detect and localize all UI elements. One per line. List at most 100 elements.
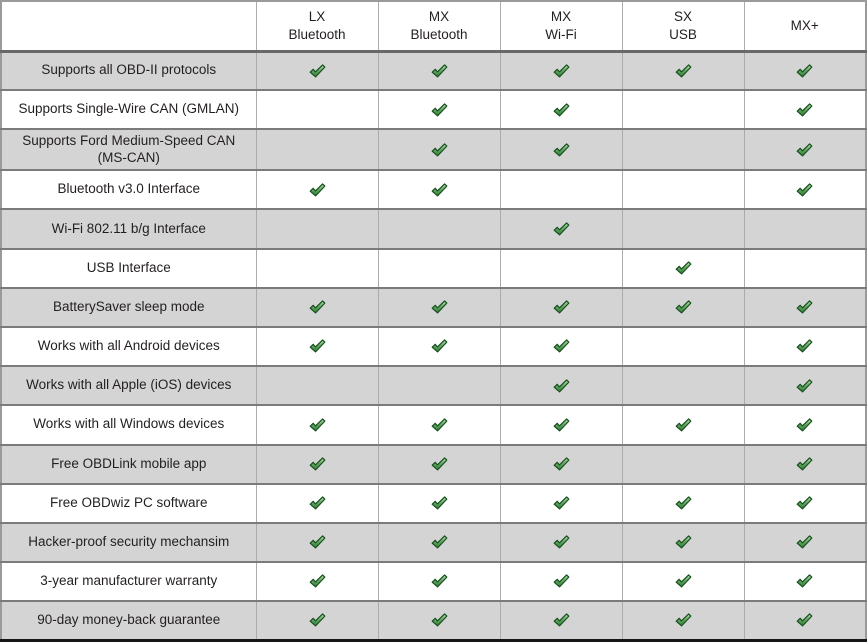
check-cell [377, 404, 500, 445]
check-cell [499, 365, 622, 406]
check-icon [796, 457, 813, 471]
check-icon [431, 457, 447, 471]
check-cell [499, 521, 622, 563]
feature-label: Supports Single-Wire CAN (GMLAN) [1, 89, 256, 130]
check-icon [309, 339, 325, 353]
check-cell [743, 561, 866, 602]
check-cell [377, 128, 500, 171]
product-name: MX+ [790, 17, 819, 33]
check-cell [377, 482, 500, 523]
product-subname: Bluetooth [288, 26, 346, 42]
table-row: Free OBDLink mobile app [1, 443, 866, 484]
check-cell [621, 404, 744, 445]
check-icon [431, 417, 447, 432]
empty-cell [255, 208, 378, 249]
product-name: SX [673, 8, 692, 24]
empty-cell [377, 247, 500, 288]
empty-cell [377, 365, 500, 406]
check-icon [553, 339, 569, 353]
table-row: Supports all OBD-II protocols [1, 51, 866, 91]
check-cell [621, 561, 744, 602]
empty-cell [743, 247, 866, 288]
table-row: 90-day money-back guarantee [1, 600, 866, 641]
check-cell [377, 521, 500, 563]
empty-cell [743, 208, 866, 249]
check-icon [796, 535, 813, 549]
product-header-lx-bluetooth: LX Bluetooth [255, 1, 378, 53]
check-cell [377, 561, 500, 602]
check-icon [309, 535, 325, 549]
feature-label: Bluetooth v3.0 Interface [1, 169, 256, 210]
feature-label: 90-day money-back guarantee [1, 600, 256, 641]
table-row: USB Interface [1, 247, 866, 288]
check-icon [309, 63, 325, 78]
check-icon [675, 63, 691, 78]
check-icon [796, 300, 813, 314]
feature-label: Works with all Windows devices [1, 404, 256, 445]
check-cell [743, 521, 866, 563]
check-icon [675, 300, 691, 314]
check-icon [553, 63, 569, 78]
check-icon [553, 142, 569, 157]
check-icon [553, 535, 569, 549]
check-icon [675, 261, 691, 275]
check-cell [499, 482, 622, 523]
check-cell [743, 482, 866, 523]
check-icon [431, 496, 447, 510]
product-name: LX [308, 8, 326, 24]
check-icon [553, 613, 569, 627]
check-cell [377, 286, 500, 327]
check-cell [255, 482, 378, 523]
check-cell [255, 404, 378, 445]
check-cell [499, 561, 622, 602]
check-icon [309, 300, 325, 314]
check-cell [621, 286, 744, 327]
check-icon [553, 378, 569, 393]
table-row: Supports Single-Wire CAN (GMLAN) [1, 89, 866, 130]
check-cell [377, 51, 500, 91]
check-icon [675, 496, 691, 510]
check-icon [431, 574, 447, 588]
check-cell [255, 443, 378, 484]
check-icon [796, 417, 813, 432]
check-icon [796, 102, 813, 117]
check-icon [553, 222, 569, 236]
check-cell [621, 482, 744, 523]
check-cell [255, 600, 378, 641]
check-icon [431, 102, 447, 117]
empty-cell [255, 128, 378, 171]
check-cell [499, 286, 622, 327]
feature-label: Works with all Android devices [1, 325, 256, 367]
table-header: LX Bluetooth MX Bluetooth MX Wi-Fi SX US… [1, 1, 866, 53]
feature-label: Supports Ford Medium-Speed CAN (MS-CAN) [1, 128, 256, 171]
check-cell [743, 325, 866, 367]
check-cell [377, 443, 500, 484]
feature-header-cell [1, 1, 256, 53]
check-icon [309, 496, 325, 510]
check-icon [553, 300, 569, 314]
check-cell [499, 443, 622, 484]
table-row: Wi-Fi 802.11 b/g Interface [1, 208, 866, 249]
check-cell [255, 521, 378, 563]
product-subname: Wi-Fi [545, 26, 577, 42]
table-row: 3-year manufacturer warranty [1, 561, 866, 602]
check-icon [431, 63, 447, 78]
check-icon [431, 300, 447, 314]
header-row: LX Bluetooth MX Bluetooth MX Wi-Fi SX US… [1, 1, 866, 53]
check-cell [377, 89, 500, 130]
check-icon [431, 182, 447, 197]
check-icon [675, 535, 691, 549]
table-row: Works with all Windows devices [1, 404, 866, 445]
check-icon [796, 63, 813, 78]
check-icon [553, 496, 569, 510]
check-cell [743, 365, 866, 406]
check-cell [255, 325, 378, 367]
check-cell [743, 600, 866, 641]
check-cell [377, 325, 500, 367]
table-row: Hacker-proof security mechansim [1, 521, 866, 563]
check-icon [309, 182, 325, 197]
check-cell [499, 600, 622, 641]
check-icon [796, 496, 813, 510]
table-row: Works with all Apple (iOS) devices [1, 365, 866, 406]
